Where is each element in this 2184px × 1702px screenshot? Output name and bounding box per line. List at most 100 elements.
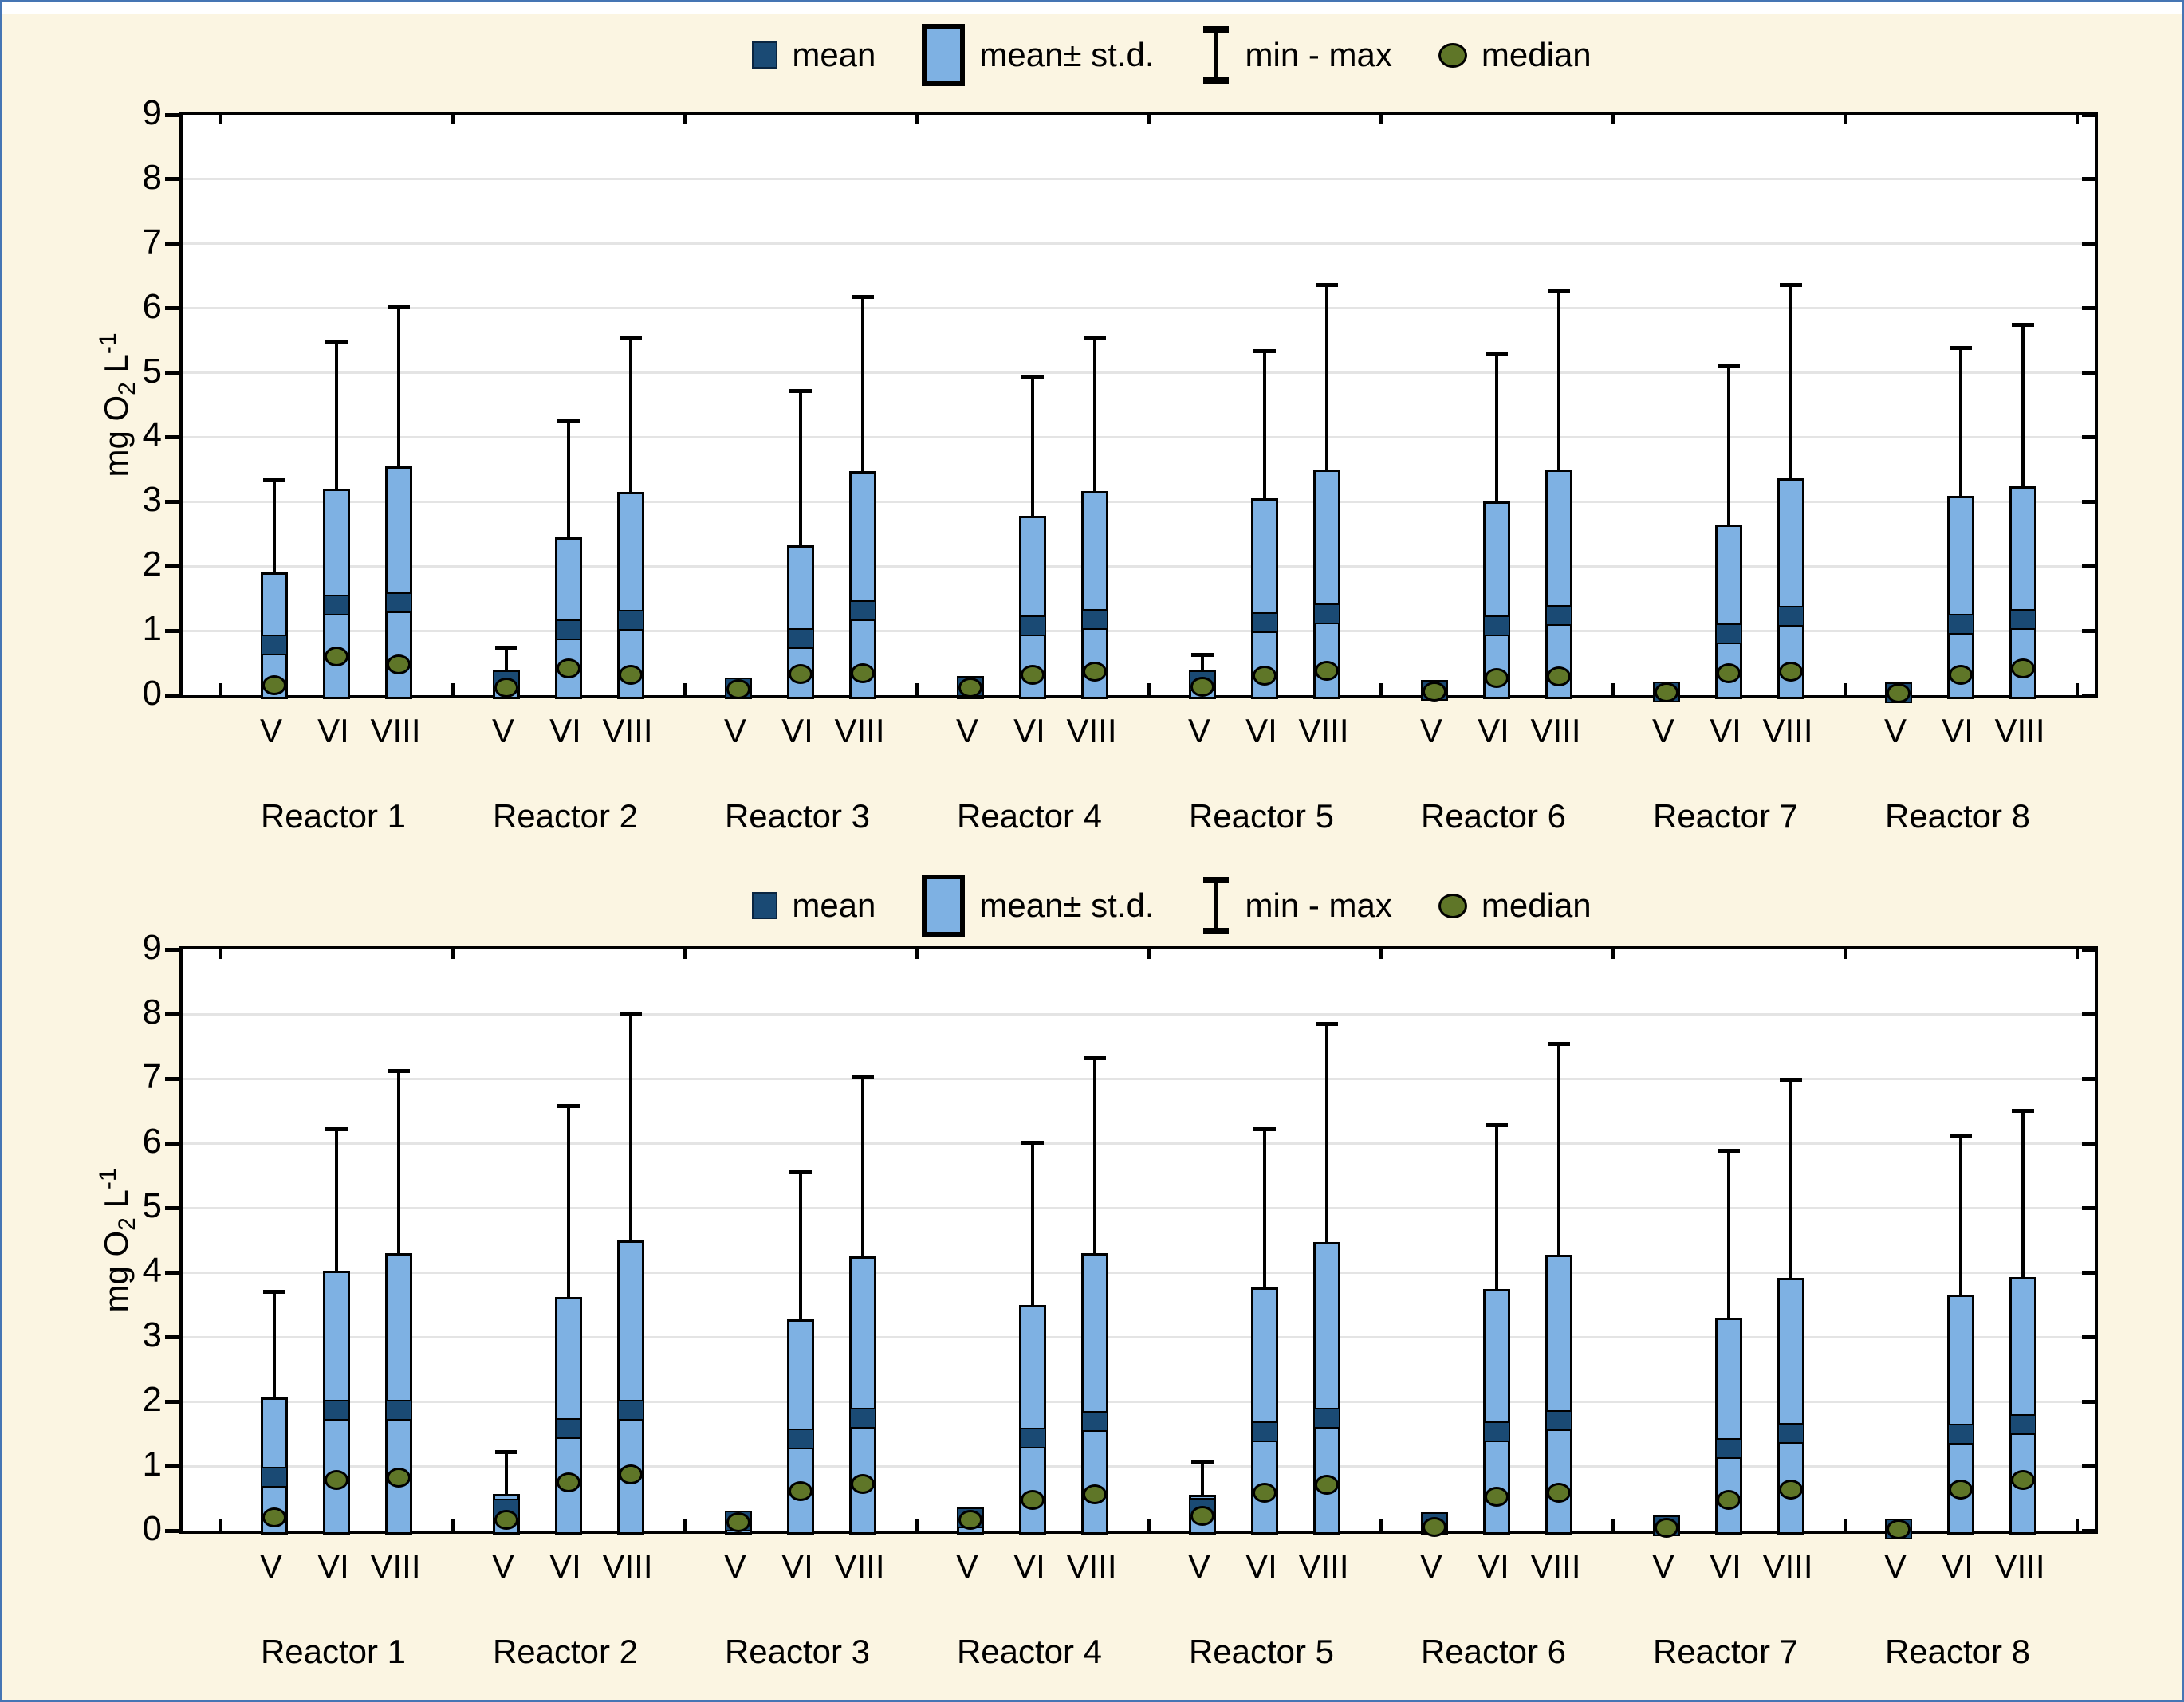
mean-marker <box>1545 604 1572 626</box>
median-marker <box>1779 661 1803 682</box>
y-tick-label-3: 3 <box>142 1315 162 1354</box>
y-tick-right <box>2082 112 2095 117</box>
reactor-label-3: Reactor 3 <box>724 797 871 835</box>
y-tick-right <box>2082 628 2095 633</box>
x-tick-bottom <box>2075 683 2079 695</box>
mean-marker <box>1251 1421 1278 1443</box>
median-marker <box>1949 665 1973 686</box>
y-tick-left <box>165 1399 179 1404</box>
mean-marker <box>1019 615 1046 636</box>
y-tick-left <box>165 242 179 246</box>
y-tick-label-7: 7 <box>142 222 162 261</box>
whisker-max-cap <box>1316 283 1338 288</box>
x-tick-bottom <box>1611 1519 1615 1531</box>
period-label-v: V <box>1187 1547 1210 1585</box>
whisker-max-cap <box>620 1012 642 1016</box>
whisker <box>397 1071 400 1253</box>
whisker <box>799 391 802 545</box>
reactor-label-5: Reactor 5 <box>1188 797 1335 835</box>
bar-box-vi <box>1483 501 1510 699</box>
median-marker <box>1485 667 1509 688</box>
median-marker <box>262 675 286 696</box>
median-marker <box>1083 1484 1107 1505</box>
period-label-v: V <box>1883 1547 1907 1585</box>
whisker-max-cap <box>1486 1122 1508 1127</box>
median-marker <box>789 663 813 684</box>
legend-item-min-max: min - max <box>1201 875 1392 936</box>
mean-marker <box>555 619 582 640</box>
mean-marker <box>1947 614 1974 635</box>
reactor-label-4: Reactor 4 <box>956 1633 1103 1670</box>
period-label-viii: VIII <box>1530 712 1581 749</box>
median-marker <box>262 1507 286 1528</box>
period-label-vi: VI <box>1245 1547 1277 1585</box>
bar-box-vi <box>787 1319 814 1535</box>
whisker <box>1093 1058 1096 1253</box>
top-margin <box>2 2 2182 14</box>
legend-mean-std-label: mean± st.d. <box>979 36 1155 73</box>
period-label-viii: VIII <box>602 712 653 749</box>
period-label-v: V <box>955 712 978 749</box>
y-tick-left <box>165 112 179 117</box>
period-label-viii: VIII <box>1066 1547 1117 1585</box>
x-tick-bottom <box>915 1519 919 1531</box>
median-marker <box>1887 683 1911 704</box>
y-tick-left <box>165 499 179 504</box>
median-swatch-icon <box>1438 893 1467 918</box>
median-marker <box>494 1509 518 1530</box>
gridline-6 <box>183 307 2095 310</box>
x-tick-bottom <box>1379 683 1383 695</box>
x-tick-bottom <box>683 683 687 695</box>
x-tick-bottom <box>218 683 222 695</box>
period-label-vi: VI <box>317 1547 349 1585</box>
y-tick-label-9: 9 <box>142 93 162 132</box>
y-tick-label-1: 1 <box>142 1445 162 1484</box>
whisker-max-cap <box>1021 1140 1044 1145</box>
period-label-viii: VIII <box>1994 712 2045 749</box>
whisker <box>1263 1129 1266 1288</box>
whisker-max-cap <box>557 419 580 423</box>
bar-box-vi <box>1251 498 1278 699</box>
period-label-v: V <box>723 712 746 749</box>
period-label-viii: VIII <box>370 1547 421 1585</box>
whisker-max-cap <box>852 1075 874 1079</box>
period-label-vi: VI <box>1478 712 1509 749</box>
median-marker <box>1887 1519 1911 1539</box>
legend-median-label: median <box>1481 36 1592 73</box>
whisker <box>1495 1125 1498 1290</box>
gridline-1 <box>183 629 2095 632</box>
mean-marker <box>1715 623 1742 645</box>
whisker-max-cap <box>1253 1126 1276 1131</box>
period-label-viii: VIII <box>1530 1547 1581 1585</box>
whisker <box>1789 1079 1792 1279</box>
mean-marker <box>1777 606 1804 627</box>
mean-marker <box>1313 603 1340 625</box>
y-tick-right <box>2082 242 2095 246</box>
period-label-v: V <box>1883 712 1907 749</box>
period-label-viii: VIII <box>1298 1547 1349 1585</box>
legend-mean-label: mean <box>792 36 876 73</box>
median-marker <box>1717 663 1741 683</box>
mean-marker <box>617 610 644 631</box>
reactor-label-5: Reactor 5 <box>1188 1633 1335 1670</box>
period-label-v: V <box>491 712 514 749</box>
period-label-vi: VI <box>1478 1547 1509 1585</box>
x-tick-top <box>1611 949 1615 959</box>
gridline-4 <box>183 1271 2095 1274</box>
whisker-max-cap <box>557 1104 580 1109</box>
median-marker <box>619 664 643 685</box>
mean-marker <box>617 1399 644 1421</box>
whisker <box>2021 324 2025 486</box>
mean-marker <box>1545 1409 1572 1431</box>
median-marker <box>325 1470 348 1491</box>
y-tick-right <box>2082 693 2095 698</box>
x-tick-top <box>1611 115 1615 124</box>
whisker-max-cap <box>1253 349 1276 354</box>
x-tick-top <box>915 115 919 124</box>
gridline-2 <box>183 1400 2095 1403</box>
mean-marker <box>849 1408 876 1429</box>
whisker <box>335 341 338 489</box>
whisker-max-cap <box>1718 364 1740 368</box>
whisker-max-cap <box>388 304 410 309</box>
legend-median-label: median <box>1481 886 1592 924</box>
